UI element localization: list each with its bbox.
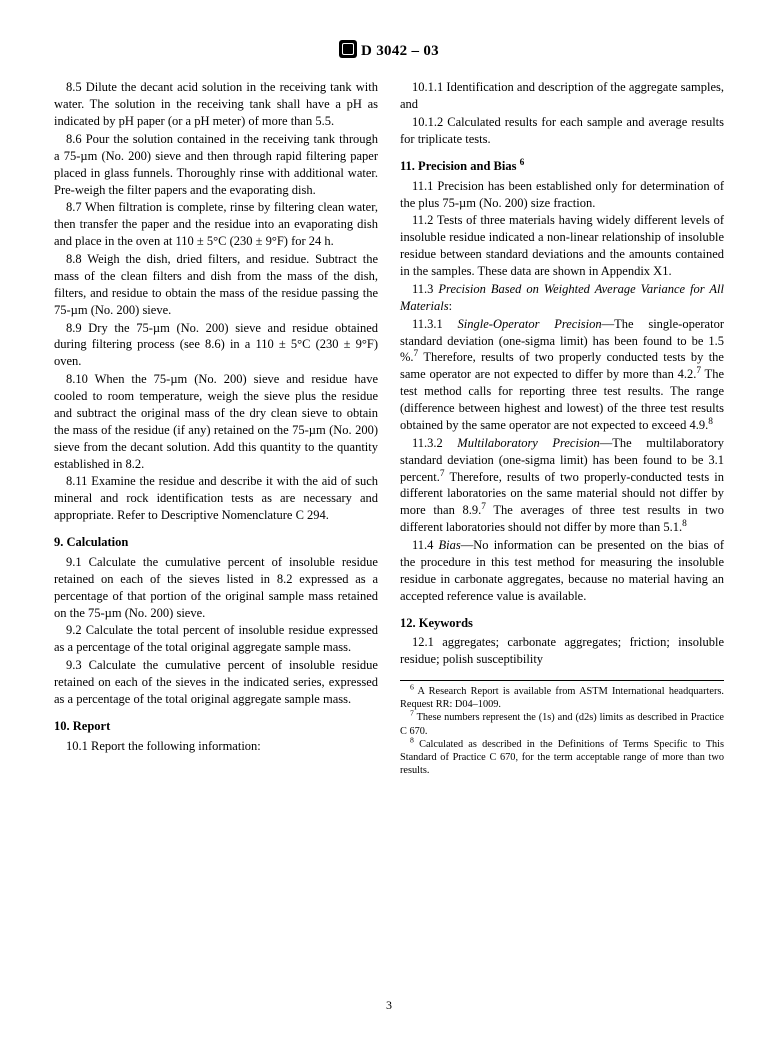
page-number: 3 — [0, 997, 778, 1013]
designation: D 3042 – 03 — [361, 43, 439, 59]
fn7-text: These numbers represent the (1s) and (d2… — [400, 712, 724, 736]
para-11-3: 11.3 Precision Based on Weighted Average… — [400, 281, 724, 315]
para-10-1-2: 10.1.2 Calculated results for each sampl… — [400, 114, 724, 148]
para-8-11: 8.11 Examine the residue and describe it… — [54, 473, 378, 524]
p1131-num: 11.3.1 — [412, 317, 458, 331]
body-columns: 8.5 Dilute the decant acid solution in t… — [54, 79, 724, 777]
p114-em: Bias — [439, 538, 461, 552]
para-11-3-num: 11.3 — [412, 282, 438, 296]
heading-11: 11. Precision and Bias 6 — [400, 158, 724, 175]
footnote-8: 8 Calculated as described in the Definit… — [400, 738, 724, 778]
para-11-3-1: 11.3.1 Single-Operator Precision—The sin… — [400, 316, 724, 434]
heading-12: 12. Keywords — [400, 615, 724, 632]
footnotes-block: 6 A Research Report is available from AS… — [400, 680, 724, 777]
astm-logo-icon — [339, 40, 357, 58]
para-10-1: 10.1 Report the following information: — [54, 738, 378, 755]
para-8-7: 8.7 When filtration is complete, rinse b… — [54, 199, 378, 250]
para-11-2: 11.2 Tests of three materials having wid… — [400, 212, 724, 280]
p1132-em: Multilaboratory Precision — [457, 436, 600, 450]
para-8-9: 8.9 Dry the 75-µm (No. 200) sieve and re… — [54, 320, 378, 371]
para-11-3-colon: : — [449, 299, 452, 313]
p1131-b: Therefore, results of two properly condu… — [400, 350, 724, 381]
footnote-7: 7 These numbers represent the (1s) and (… — [400, 711, 724, 737]
p1132-num: 11.3.2 — [412, 436, 457, 450]
fn6-text: A Research Report is available from ASTM… — [400, 686, 724, 710]
footnotes: 6 A Research Report is available from AS… — [400, 680, 724, 777]
footnote-6: 6 A Research Report is available from AS… — [400, 685, 724, 711]
para-8-6: 8.6 Pour the solution contained in the r… — [54, 131, 378, 199]
para-9-2: 9.2 Calculate the total percent of insol… — [54, 622, 378, 656]
para-10-1-1: 10.1.1 Identification and description of… — [400, 79, 724, 113]
footnote-ref-6: 6 — [520, 158, 525, 168]
para-11-4: 11.4 Bias—No information can be presente… — [400, 537, 724, 605]
footnote-ref-8a: 8 — [708, 417, 713, 427]
para-11-1: 11.1 Precision has been established only… — [400, 178, 724, 212]
footnote-ref-8b: 8 — [682, 519, 687, 529]
para-8-5: 8.5 Dilute the decant acid solution in t… — [54, 79, 378, 130]
fn8-text: Calculated as described in the Definitio… — [400, 739, 724, 776]
para-11-3-2: 11.3.2 Multilaboratory Precision—The mul… — [400, 435, 724, 536]
para-9-1: 9.1 Calculate the cumulative percent of … — [54, 554, 378, 622]
para-12-1: 12.1 aggregates; carbonate aggregates; f… — [400, 634, 724, 668]
page-header: D 3042 – 03 — [54, 40, 724, 61]
para-8-8: 8.8 Weigh the dish, dried filters, and r… — [54, 251, 378, 319]
p114-num: 11.4 — [412, 538, 439, 552]
heading-9: 9. Calculation — [54, 534, 378, 551]
heading-11-text: 11. Precision and Bias — [400, 159, 520, 173]
p1131-em: Single-Operator Precision — [458, 317, 602, 331]
heading-10: 10. Report — [54, 718, 378, 735]
para-8-10: 8.10 When the 75-µm (No. 200) sieve and … — [54, 371, 378, 472]
page: D 3042 – 03 8.5 Dilute the decant acid s… — [0, 0, 778, 1041]
para-9-3: 9.3 Calculate the cumulative percent of … — [54, 657, 378, 708]
